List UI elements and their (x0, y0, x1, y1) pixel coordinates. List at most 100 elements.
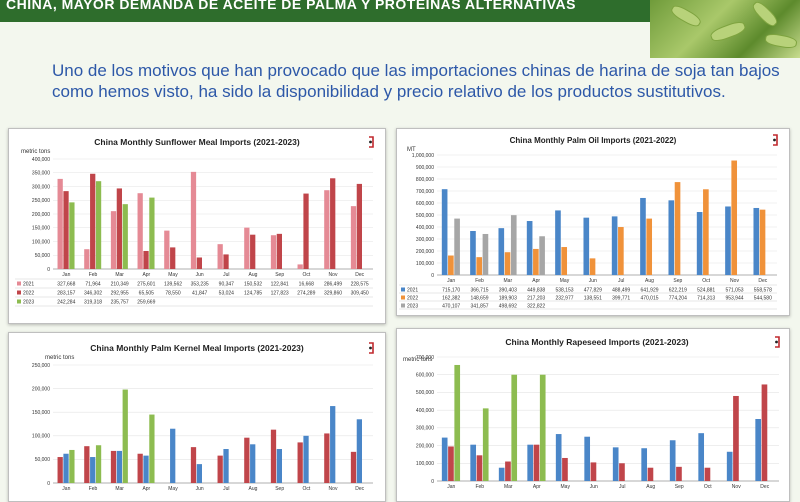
chart-title: China Monthly Palm Oil Imports (2021-202… (510, 136, 677, 145)
palm-oil-chart: China Monthly Palm Oil Imports (2021-202… (399, 134, 778, 310)
chart-panel-palmkernel: China Monthly Palm Kernel Meal Imports (… (8, 332, 386, 502)
bar-2022-jun (589, 258, 596, 275)
legend-swatch-2021 (17, 281, 21, 286)
x-tick-label: Sep (275, 272, 284, 278)
bar-2023-mar (510, 215, 517, 275)
table-cell: 488,499 (612, 288, 630, 294)
bar-2022-may (170, 428, 176, 483)
bar-2021-apr (526, 221, 533, 275)
bar-2022-mar (505, 461, 511, 481)
bar-2022-feb (90, 173, 96, 269)
bar-2021-dec (755, 419, 762, 481)
table-cell: 65,505 (139, 291, 155, 297)
x-tick-label: Oct (702, 278, 710, 284)
bar-2021-jan (57, 457, 63, 483)
bar-2021-dec (350, 451, 357, 483)
y-tick-label: 250,000 (32, 363, 50, 369)
bar-2021-aug (641, 448, 648, 481)
bar-2022-jan (63, 191, 69, 269)
y-tick-label: 400,000 (416, 408, 434, 414)
table-cell: 259,669 (137, 300, 155, 306)
bar-2021-jul (217, 244, 223, 269)
bar-2023-jan (69, 449, 75, 483)
bar-2023-feb (482, 408, 489, 481)
table-cell: 309,450 (351, 291, 369, 297)
bar-2022-oct (303, 193, 309, 269)
legend-label-2023: 2023 (407, 304, 418, 310)
bar-2022-aug (250, 234, 256, 269)
table-cell: 138,551 (584, 296, 602, 302)
x-tick-label: Oct (302, 486, 310, 492)
x-tick-label: Aug (249, 486, 258, 492)
palm-kernel-chart: China Monthly Palm Kernel Meal Imports (… (32, 342, 374, 492)
bar-2022-mar (504, 252, 511, 275)
bar-2022-apr (533, 444, 540, 481)
x-tick-label: Dec (355, 486, 364, 492)
x-tick-label: Mar (504, 278, 513, 284)
table-cell: 150,532 (244, 282, 262, 288)
bar-2021-feb (470, 444, 477, 481)
table-cell: 41,847 (192, 291, 208, 297)
x-tick-label: Jul (223, 486, 229, 492)
bar-2022-jun (196, 464, 202, 483)
table-cell: 78,550 (165, 291, 181, 297)
y-tick-label: 700,000 (416, 189, 434, 195)
legend-swatch-2021 (401, 287, 405, 292)
chart-panel-sunflower: China Monthly Sunflower Meal Imports (20… (8, 128, 386, 324)
bar-2021-feb (84, 446, 90, 483)
bar-2022-feb (90, 457, 96, 483)
y-tick-label: 300,000 (416, 237, 434, 243)
x-tick-label: Dec (758, 278, 767, 284)
table-cell: 390,403 (499, 288, 517, 294)
x-tick-label: Nov (730, 278, 739, 284)
table-cell: 558,578 (754, 288, 772, 294)
y-tick-label: 500,000 (416, 390, 434, 396)
bar-2021-oct (297, 264, 303, 269)
y-tick-label: 100,000 (416, 461, 434, 467)
bar-2021-aug (640, 197, 646, 275)
bar-2021-jun (190, 447, 197, 483)
y-tick-label: 800,000 (416, 177, 434, 183)
bar-2022-jan (448, 446, 454, 481)
bar-2023-apr (539, 374, 546, 481)
bar-2022-nov (733, 395, 739, 481)
bar-2022-jul (223, 449, 229, 483)
bar-2021-may (164, 230, 170, 269)
rapeseed-chart: China Monthly Rapeseed Imports (2021-202… (403, 336, 780, 490)
bar-2022-may (170, 247, 176, 269)
bar-2022-apr (143, 455, 149, 483)
table-cell: 544,580 (754, 296, 772, 302)
bar-2022-dec (761, 384, 768, 481)
x-tick-label: Jan (447, 484, 455, 490)
x-tick-label: Sep (675, 484, 684, 490)
bar-2022-jan (448, 255, 454, 275)
legend-label-2022: 2022 (407, 296, 418, 302)
bar-2021-jun (583, 217, 590, 275)
bar-2021-may (555, 434, 562, 481)
bar-2022-aug (647, 467, 654, 481)
intro-paragraph: Uno de los motivos que han provocado que… (52, 61, 780, 101)
bar-2022-dec (759, 209, 766, 275)
bar-2023-jan (69, 202, 75, 269)
x-tick-label: Feb (475, 278, 484, 284)
table-cell: 232,977 (555, 296, 573, 302)
y-axis-label: metric tons (403, 357, 432, 363)
bar-2021-nov (324, 433, 330, 483)
x-tick-label: May (168, 486, 178, 492)
table-cell: 210,349 (111, 282, 129, 288)
x-tick-label: Jul (223, 272, 229, 278)
bar-2022-oct (704, 467, 711, 481)
table-cell: 715,170 (442, 288, 460, 294)
bar-2022-sep (674, 182, 681, 275)
table-cell: 366,715 (470, 288, 488, 294)
y-tick-label: 200,000 (32, 212, 50, 218)
bar-2021-apr (137, 453, 143, 483)
table-cell: 286,499 (324, 282, 342, 288)
bar-2022-apr (533, 248, 539, 275)
y-tick-label: 200,000 (416, 249, 434, 255)
bar-2022-jul (618, 227, 624, 275)
bar-2021-mar (110, 211, 117, 269)
y-tick-label: 200,000 (416, 443, 434, 449)
y-tick-label: 0 (431, 479, 434, 485)
x-tick-label: Dec (355, 272, 364, 278)
